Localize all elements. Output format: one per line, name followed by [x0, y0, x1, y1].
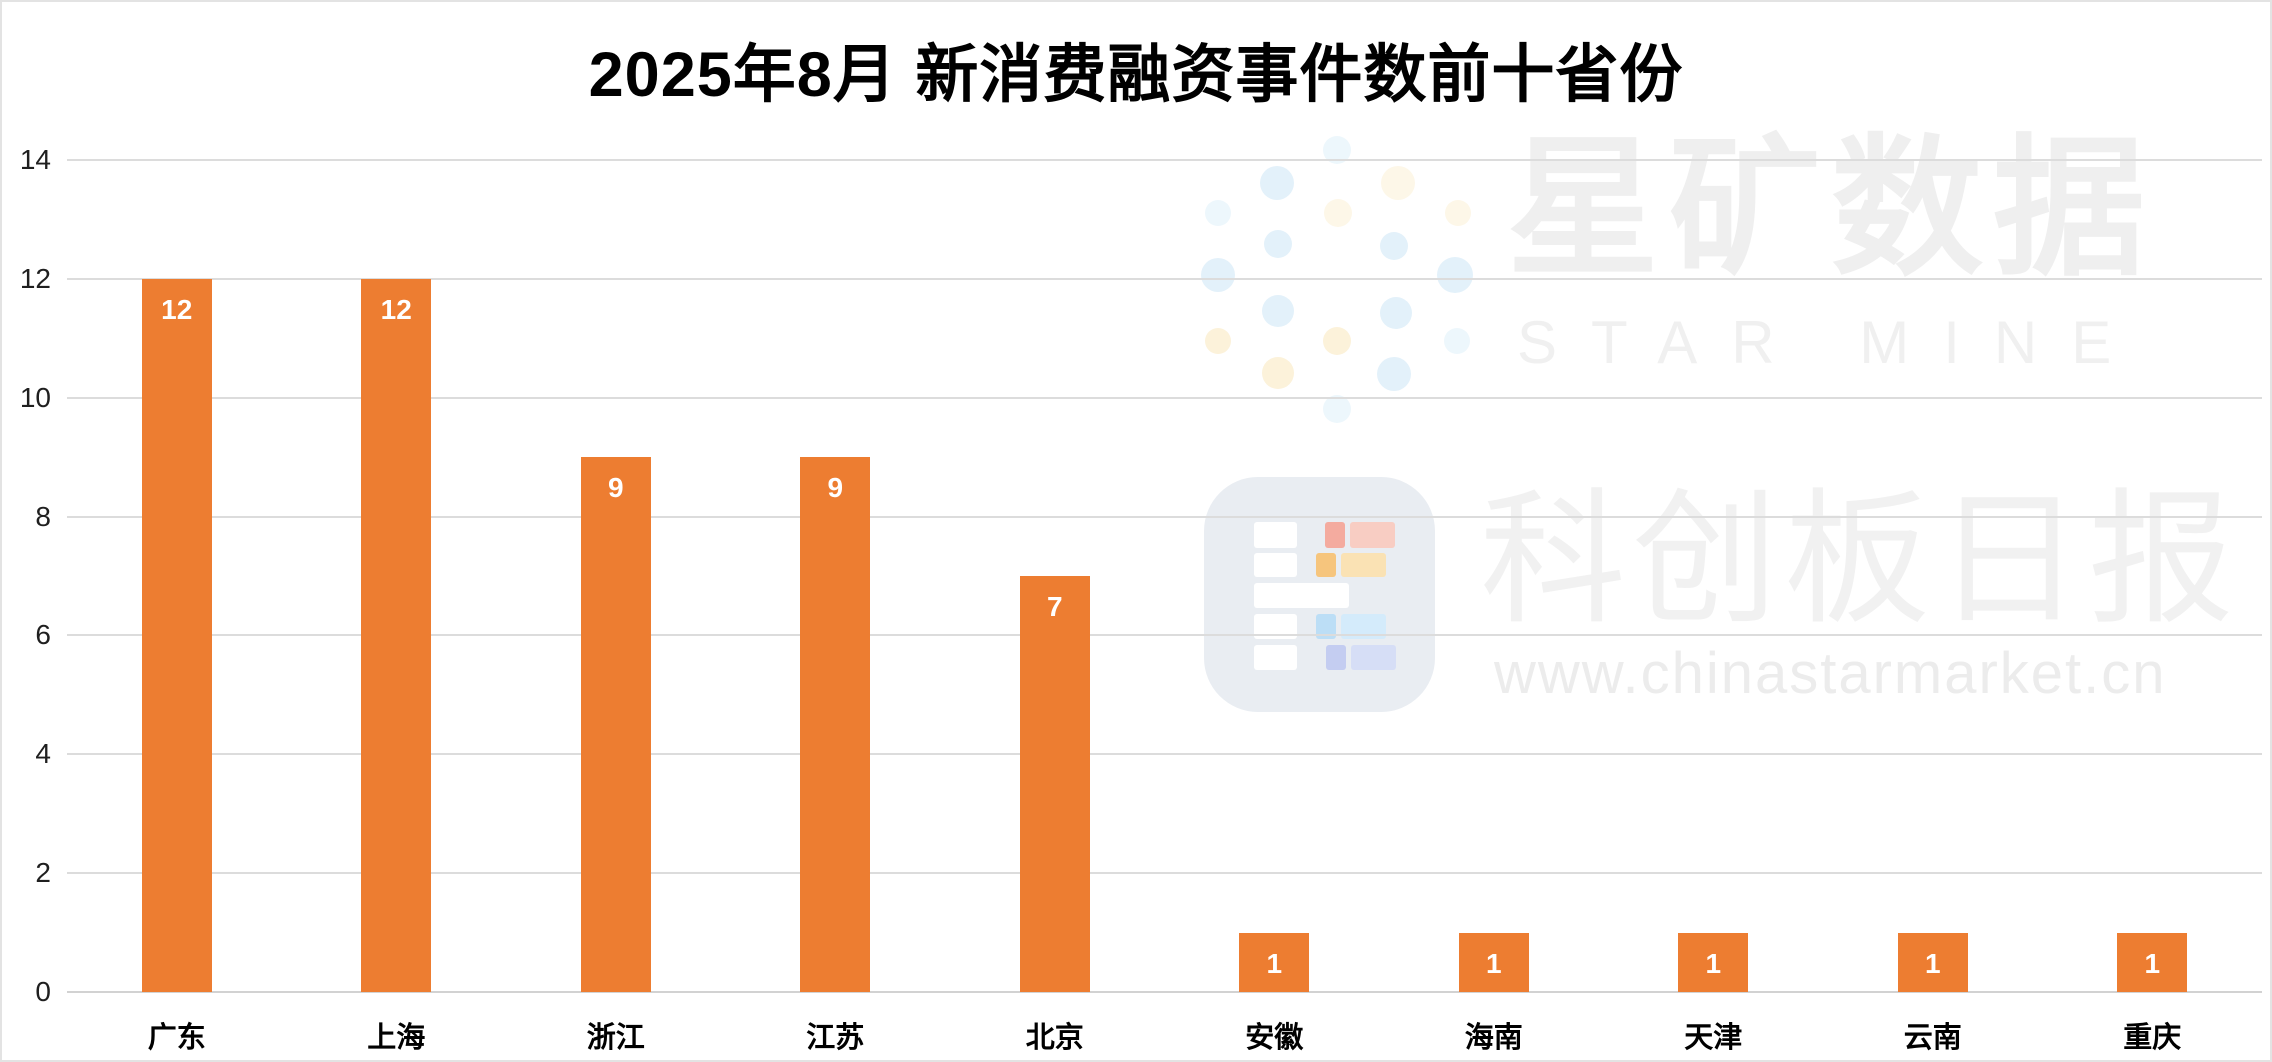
bar-value-label: 1 [1924, 947, 1941, 979]
x-axis-category-label: 江苏 [806, 1022, 865, 1054]
bar-浙江: 9 [580, 457, 651, 992]
watermark-dot [1377, 357, 1411, 391]
watermark-kechuang-daily: 科创板日报 [1480, 478, 2240, 641]
bar-上海: 12 [361, 278, 432, 992]
watermark-dot [1262, 357, 1294, 389]
x-axis-category-label: 北京 [1025, 1022, 1084, 1054]
y-axis-tick-label: 8 [35, 500, 51, 532]
x-axis-category-label: 广东 [147, 1022, 206, 1054]
bar-value-label: 1 [2144, 947, 2161, 979]
gridline [67, 753, 2262, 756]
plot-area: 0 2 4 6 8 10 12 14 12 广东 12 上海 9 浙江 9 江苏 7 北京 1 安徽 1 海南 1 天津 1 云南… [20, 144, 2262, 1054]
watermark-dot [1445, 200, 1471, 226]
gridline [67, 872, 2262, 875]
bar-安徽: 1 [1239, 932, 1310, 992]
y-axis-tick-label: 14 [19, 144, 51, 175]
y-axis-tick-label: 0 [35, 976, 51, 1007]
bar-value-label: 1 [1705, 947, 1722, 979]
watermark-website-url: www.chinastarmarket.cn [1494, 641, 2167, 706]
watermark-dot [1205, 200, 1231, 226]
watermark-dot [1381, 166, 1415, 200]
x-axis-category-label: 安徽 [1245, 1022, 1304, 1054]
x-axis-category-label: 云南 [1903, 1022, 1962, 1054]
watermark-dot [1323, 327, 1351, 355]
bar-value-label: 1 [1266, 947, 1283, 979]
gridline [67, 634, 2262, 637]
bar-value-label: 9 [607, 472, 624, 504]
watermark-star-mine-en: STAR MINE [1517, 309, 2146, 376]
watermark-dot [1444, 328, 1470, 354]
x-axis-line [67, 991, 2262, 993]
y-axis-tick-label: 6 [35, 619, 51, 651]
logo-block [1350, 522, 1395, 548]
logo-block [1325, 522, 1345, 548]
bar-江苏: 9 [800, 457, 871, 992]
logo-block [1316, 553, 1336, 577]
star-mine-dots-logo [1180, 130, 1480, 430]
watermark-dot [1260, 166, 1294, 200]
logo-block [1254, 553, 1297, 577]
gridline [67, 396, 2262, 399]
watermark-dot [1380, 232, 1408, 260]
watermark-dot [1201, 258, 1235, 292]
bar-value-label: 9 [827, 472, 844, 504]
y-axis-tick-label: 10 [19, 381, 51, 413]
watermark-dot [1324, 199, 1352, 227]
y-axis-tick-label: 4 [35, 738, 51, 770]
bar-广东: 12 [141, 278, 212, 992]
bar-海南: 1 [1458, 932, 1529, 992]
x-axis-category-label: 浙江 [586, 1022, 645, 1054]
bar-value-label: 1 [1485, 947, 1502, 979]
bar-value-label: 7 [1046, 591, 1063, 622]
bar-云南: 1 [1897, 932, 1968, 992]
logo-block [1316, 614, 1336, 639]
gridline [67, 277, 2262, 280]
y-axis-tick-label: 12 [19, 262, 51, 294]
watermark-dot [1205, 328, 1231, 354]
watermark-dot [1262, 295, 1294, 327]
bar-重庆: 1 [2117, 932, 2188, 992]
bar-value-label: 12 [380, 293, 412, 325]
x-axis-category-label: 上海 [367, 1022, 426, 1054]
gridline [67, 159, 2262, 161]
logo-block [1254, 583, 1349, 608]
watermark-dot [1264, 230, 1292, 258]
y-axis-tick-label: 2 [35, 857, 51, 889]
logo-block [1341, 553, 1386, 577]
watermark-dot [1437, 257, 1473, 293]
watermark-star-mine-cn: 星矿数据 [1507, 124, 2155, 294]
watermark-dot [1323, 395, 1351, 423]
bar-北京: 7 [1019, 576, 1090, 992]
gridline [67, 515, 2262, 518]
logo-block [1254, 522, 1297, 548]
logo-block [1254, 645, 1297, 670]
bar-天津: 1 [1678, 932, 1749, 992]
x-axis-category-label: 重庆 [2123, 1022, 2182, 1054]
logo-block [1326, 645, 1346, 670]
bar-value-label: 12 [161, 293, 193, 325]
watermark-dot [1380, 297, 1412, 329]
logo-block [1351, 645, 1396, 670]
chart-title: 2025年8月 新消费融资事件数前十省份 [588, 40, 1684, 110]
x-axis-category-label: 海南 [1464, 1022, 1523, 1054]
x-axis-category-label: 天津 [1684, 1022, 1743, 1054]
